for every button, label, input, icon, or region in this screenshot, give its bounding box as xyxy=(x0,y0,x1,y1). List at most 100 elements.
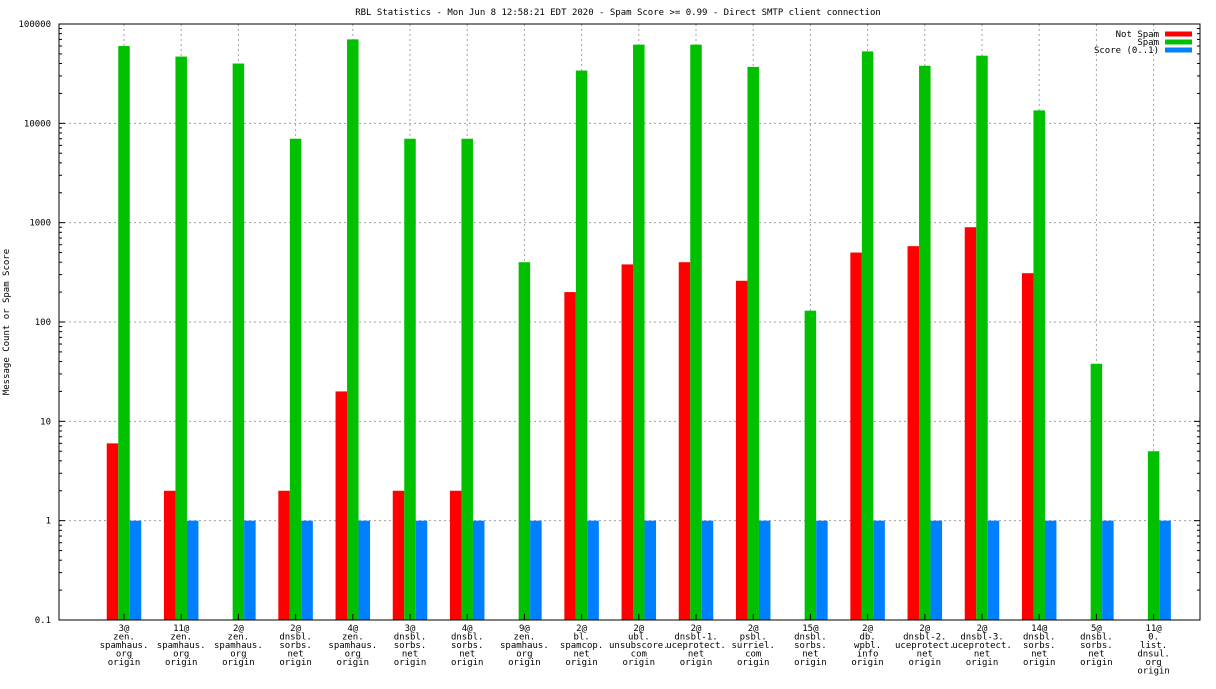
x-category-label-line: dnsbl. xyxy=(1080,633,1113,643)
x-category-label: 2@ ubl. unsubscore. com origin xyxy=(609,624,669,668)
x-category-label: 2@ psbl. surriel. com origin xyxy=(732,624,775,668)
x-category-label-line: 2@ xyxy=(977,624,988,634)
x-category-label-line: net xyxy=(459,650,475,660)
legend-swatch xyxy=(1165,47,1192,53)
x-category-label-line: info xyxy=(857,650,879,660)
y-axis-label: Message Count or Spam Score xyxy=(2,249,12,395)
x-category-label: 4@ dnsbl. sorbs. net origin xyxy=(451,624,484,668)
x-category-label-line: net xyxy=(974,650,990,660)
x-category-label-line: origin xyxy=(851,658,884,668)
x-category-label-line: psbl. xyxy=(740,633,767,643)
y-axis-ticks: 0.1 1 10 100 1000 10000 100000 xyxy=(18,20,1200,626)
bar-not-spam xyxy=(907,246,920,621)
x-category-label-line: zen. xyxy=(514,633,536,643)
bar-score-0-1 xyxy=(987,520,1000,620)
x-category-label-line: 0. xyxy=(1148,633,1159,643)
bar-score-0-1 xyxy=(873,520,885,620)
bar-spam xyxy=(461,138,473,620)
bar-not-spam xyxy=(106,443,119,620)
x-category-label-line: uceprotect. xyxy=(666,641,726,651)
bar-spam xyxy=(347,39,359,621)
x-category-label-line: dnsbl. xyxy=(279,633,312,643)
bar-not-spam xyxy=(964,227,977,620)
legend-label: Score (0..1) xyxy=(1094,46,1159,56)
bar-score-0-1 xyxy=(644,520,657,620)
bar-score-0-1 xyxy=(587,520,599,620)
bar-score-0-1 xyxy=(758,520,771,620)
bar-spam xyxy=(118,46,130,620)
x-category-label-line: org xyxy=(230,650,246,660)
x-category-label-line: origin xyxy=(1137,667,1170,677)
y-tick-label: 1000 xyxy=(29,219,51,229)
bar-not-spam xyxy=(1021,273,1034,620)
y-tick-label: 0.1 xyxy=(35,616,51,626)
bar-not-spam xyxy=(335,391,348,620)
y-tick-label: 10000 xyxy=(24,119,51,129)
x-category-label-line: surriel. xyxy=(732,641,775,651)
x-category-label-line: org xyxy=(173,650,189,660)
bar-spam xyxy=(404,138,416,620)
x-category-label-line: unsubscore. xyxy=(609,641,669,651)
bar-spam xyxy=(747,66,759,620)
bar-score-0-1 xyxy=(186,520,199,620)
x-category-label-line: origin xyxy=(222,658,255,668)
x-category-label-line: net xyxy=(1088,650,1104,660)
x-category-label-line: origin xyxy=(1080,658,1113,668)
bar-not-spam xyxy=(278,490,290,620)
y-tick-label: 100000 xyxy=(18,20,51,30)
x-category-label-line: spamhaus. xyxy=(328,641,377,651)
x-category-label-line: 2@ xyxy=(576,624,587,634)
bar-not-spam xyxy=(564,292,576,620)
bar-not-spam xyxy=(621,264,634,620)
x-category-label-line: wpbl. xyxy=(854,641,881,651)
x-category-label: 11@ 0. list. dnsul. org origin xyxy=(1137,624,1170,677)
x-category-label-line: ubl. xyxy=(628,633,650,643)
x-category-label-line: 11@ xyxy=(1145,624,1162,634)
x-category-label-line: dnsul. xyxy=(1137,650,1170,660)
x-category-label-line: origin xyxy=(279,658,312,668)
x-category-label: 11@ zen. spamhaus. org origin xyxy=(157,624,206,668)
x-category-label-line: 4@ xyxy=(462,624,473,634)
bar-spam xyxy=(232,63,245,621)
bar-score-0-1 xyxy=(930,520,943,620)
legend-label: Spam xyxy=(1137,38,1159,48)
x-category-label-line: 2@ xyxy=(290,624,301,634)
x-category-label-line: origin xyxy=(680,658,713,668)
x-category-label-line: sorbs. xyxy=(279,641,312,651)
x-category-label-line: origin xyxy=(1023,658,1056,668)
x-category-label-line: com xyxy=(745,650,761,660)
x-category-label-line: sorbs. xyxy=(394,641,427,651)
bar-score-0-1 xyxy=(1102,520,1114,620)
bar-score-0-1 xyxy=(1159,520,1171,620)
x-category-label: 5@ dnsbl. sorbs. net origin xyxy=(1080,624,1113,668)
x-category-label-line: origin xyxy=(108,658,141,668)
legend-label: Not Spam xyxy=(1116,30,1159,40)
bar-spam xyxy=(575,70,588,620)
bar-spam xyxy=(919,65,931,620)
bar-spam xyxy=(1090,363,1103,620)
bar-not-spam xyxy=(449,490,462,620)
x-category-label-line: zen. xyxy=(228,633,250,643)
bar-score-0-1 xyxy=(530,520,542,620)
bar-not-spam xyxy=(392,490,405,620)
x-category-label-line: sorbs. xyxy=(794,641,827,651)
x-category-label-line: origin xyxy=(337,658,370,668)
x-category-label-line: origin xyxy=(508,658,541,668)
x-category-label: 2@ dnsbl. sorbs. net origin xyxy=(279,624,312,668)
x-category-label-line: 11@ xyxy=(173,624,190,634)
bar-score-0-1 xyxy=(415,520,428,620)
x-category-label-line: zen. xyxy=(170,633,192,643)
x-category-label: 4@ zen. spamhaus. org origin xyxy=(328,624,377,668)
x-category-label-line: 2@ xyxy=(633,624,644,634)
x-category-label: 9@ zen. spamhaus. org origin xyxy=(500,624,549,668)
x-category-label: 2@ dnsbl-2. uceprotect. net origin xyxy=(895,624,955,668)
x-category-label-line: 14@ xyxy=(1031,624,1048,634)
bar-spam xyxy=(690,44,702,620)
x-category-label-line: origin xyxy=(394,658,427,668)
x-category-label: 14@ dnsbl. sorbs. net origin xyxy=(1023,624,1056,668)
x-category-label-line: sorbs. xyxy=(1080,641,1113,651)
x-category-label-line: net xyxy=(287,650,303,660)
x-category-label-line: 2@ xyxy=(862,624,873,634)
